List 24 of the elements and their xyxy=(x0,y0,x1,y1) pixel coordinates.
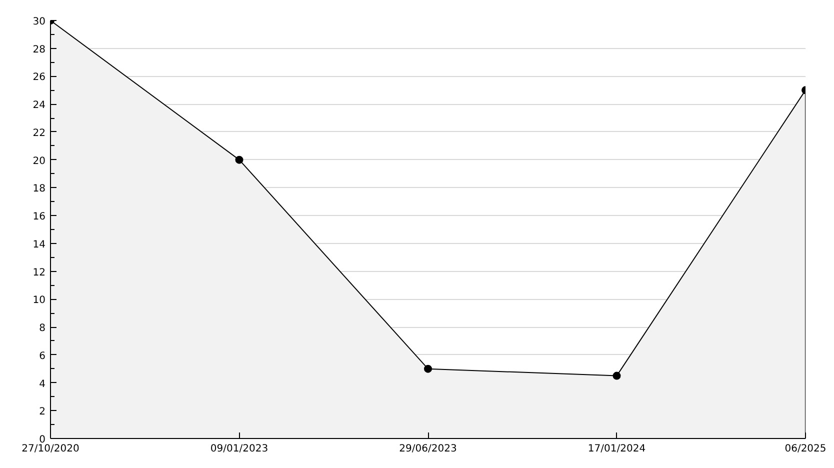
y-tick-label: 8 xyxy=(39,323,46,334)
x-tick-label: 27/10/2020 xyxy=(22,444,80,454)
y-tick-label: 28 xyxy=(32,44,46,56)
point xyxy=(424,364,432,373)
x-tick-label: 29/06/2023 xyxy=(399,444,457,454)
y-tick-label: 30 xyxy=(32,16,46,28)
y-tick-label: 0 xyxy=(39,434,46,446)
x-tick-label: 09/01/2023 xyxy=(210,444,268,454)
y-tick-label: 10 xyxy=(32,295,46,306)
y-tick-label: 22 xyxy=(32,128,46,139)
y-tick-label: 4 xyxy=(39,378,46,390)
point xyxy=(235,156,244,164)
x-tick-label: 17/01/2024 xyxy=(588,444,646,454)
y-tick-label: 6 xyxy=(39,350,46,362)
y-tick-label: 24 xyxy=(32,100,46,112)
y-tick-label: 20 xyxy=(32,156,46,167)
y-tick-label: 16 xyxy=(32,212,46,223)
y-tick-label: 2 xyxy=(39,406,46,418)
point xyxy=(612,372,621,380)
y-tick-label: 14 xyxy=(32,239,46,250)
x-tick-label: 06/2025 xyxy=(784,444,826,454)
y-tick-label: 18 xyxy=(32,184,46,195)
y-tick-label: 26 xyxy=(32,72,46,84)
y-tick-label: 12 xyxy=(32,267,46,278)
